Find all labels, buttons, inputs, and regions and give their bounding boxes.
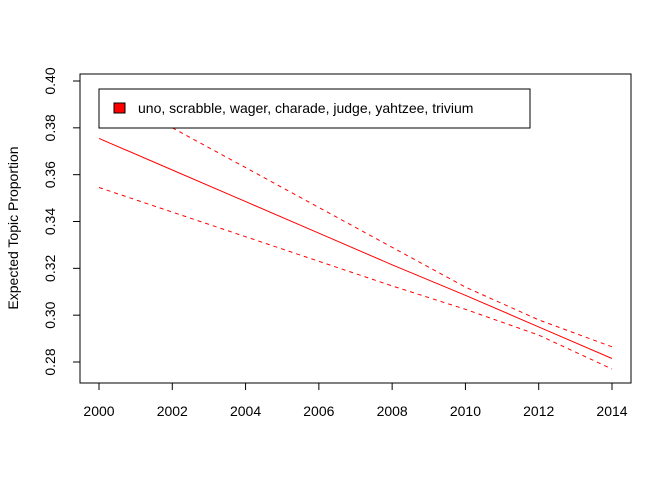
lower-ci-line xyxy=(98,187,613,370)
y-axis-title: Expected Topic Proportion xyxy=(5,146,21,309)
x-axis: 2000 2002 2004 2006 2008 2010 2012 2014 xyxy=(83,382,628,419)
upper-ci-line xyxy=(172,127,613,348)
x-tick-label: 2012 xyxy=(523,403,554,419)
legend-box xyxy=(98,88,531,129)
y-tick-label: 0.40 xyxy=(42,67,58,94)
y-axis: 0.28 0.30 0.32 0.34 0.36 0.38 0.40 xyxy=(42,67,81,376)
y-tick-label: 0.28 xyxy=(42,348,58,375)
x-tick-label: 2004 xyxy=(230,403,261,419)
x-tick-label: 2014 xyxy=(596,403,627,419)
x-tick-label: 2010 xyxy=(450,403,481,419)
y-tick-label: 0.32 xyxy=(42,254,58,281)
y-tick-label: 0.36 xyxy=(42,161,58,188)
x-tick-label: 2000 xyxy=(83,403,114,419)
x-tick-label: 2008 xyxy=(377,403,408,419)
x-tick-label: 2002 xyxy=(157,403,188,419)
y-tick-label: 0.34 xyxy=(42,208,58,235)
y-tick-label: 0.38 xyxy=(42,114,58,141)
estimate-line xyxy=(98,137,613,359)
legend-swatch xyxy=(113,102,126,114)
legend-entry: uno, scrabble, wager, charade, judge, ya… xyxy=(138,100,473,116)
y-tick-label: 0.30 xyxy=(42,301,58,328)
x-tick-label: 2006 xyxy=(303,403,334,419)
legend: uno, scrabble, wager, charade, judge, ya… xyxy=(98,88,531,129)
plot-area xyxy=(98,127,613,370)
